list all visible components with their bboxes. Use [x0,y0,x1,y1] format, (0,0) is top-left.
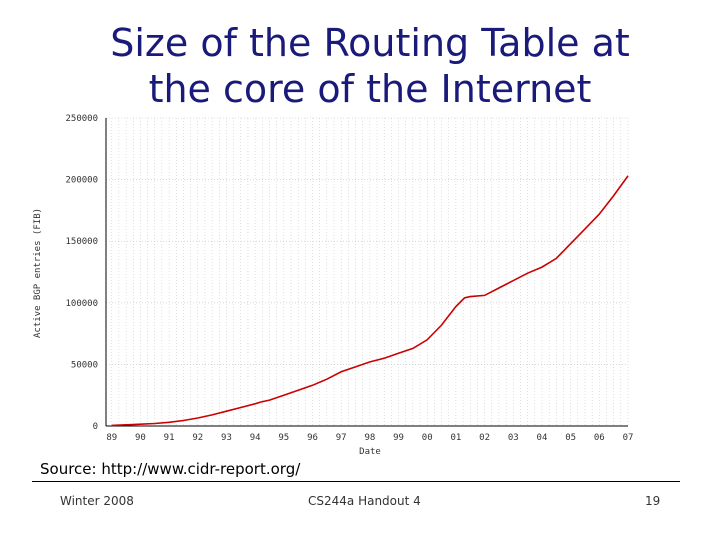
x-tick-labels: 89 90 91 92 93 94 95 96 97 98 99 00 01 02 03 04 05 06 07 [106,433,633,443]
slide-title-line1: Size of the Routing Table at [110,21,630,65]
x-tick-label: 92 [192,433,203,443]
x-tick-label: 93 [221,433,232,443]
x-tick-label: 02 [479,433,490,443]
x-tick-label: 03 [508,433,519,443]
x-tick-label: 05 [565,433,576,443]
x-tick-label: 01 [450,433,461,443]
x-tick-label: 91 [164,433,175,443]
y-tick-label: 250000 [65,114,98,124]
x-tick-label: 00 [422,433,433,443]
y-tick-label: 0 [93,422,98,432]
x-tick-label: 94 [250,433,261,443]
x-tick-label: 90 [135,433,146,443]
chart-axes [105,118,628,427]
x-tick-label: 89 [106,433,117,443]
x-tick-label: 97 [336,433,347,443]
routing-table-series-line [111,175,629,427]
y-tick-label: 150000 [65,237,98,247]
footer-center: CS244a Handout 4 [308,494,421,508]
x-tick-label: 07 [623,433,634,443]
chart-grid [106,117,629,427]
slide-title: Size of the Routing Table at the core of… [60,20,680,112]
footer-page-number: 19 [645,494,661,508]
footer-left: Winter 2008 [60,494,134,508]
routing-table-chart: 0 50000 100000 150000 200000 250000 89 90 91 92 9… [33,114,633,457]
slide-title-line2: the core of the Internet [148,67,592,111]
y-tick-label: 200000 [65,176,98,186]
source-note: Source: http://www.cidr-report.org/ [40,460,301,478]
x-tick-label: 96 [307,433,318,443]
x-tick-label: 99 [393,433,404,443]
x-tick-label: 04 [537,433,548,443]
x-tick-label: 98 [364,433,375,443]
x-axis-label: Date [359,447,381,457]
x-tick-label: 06 [594,433,605,443]
y-tick-labels: 0 50000 100000 150000 200000 250000 [65,114,98,432]
x-tick-label: 95 [278,433,289,443]
y-tick-label: 50000 [71,360,98,370]
footer-divider [32,481,680,482]
y-axis-label: Active BGP entries (FIB) [33,208,43,338]
y-tick-label: 100000 [65,299,98,309]
